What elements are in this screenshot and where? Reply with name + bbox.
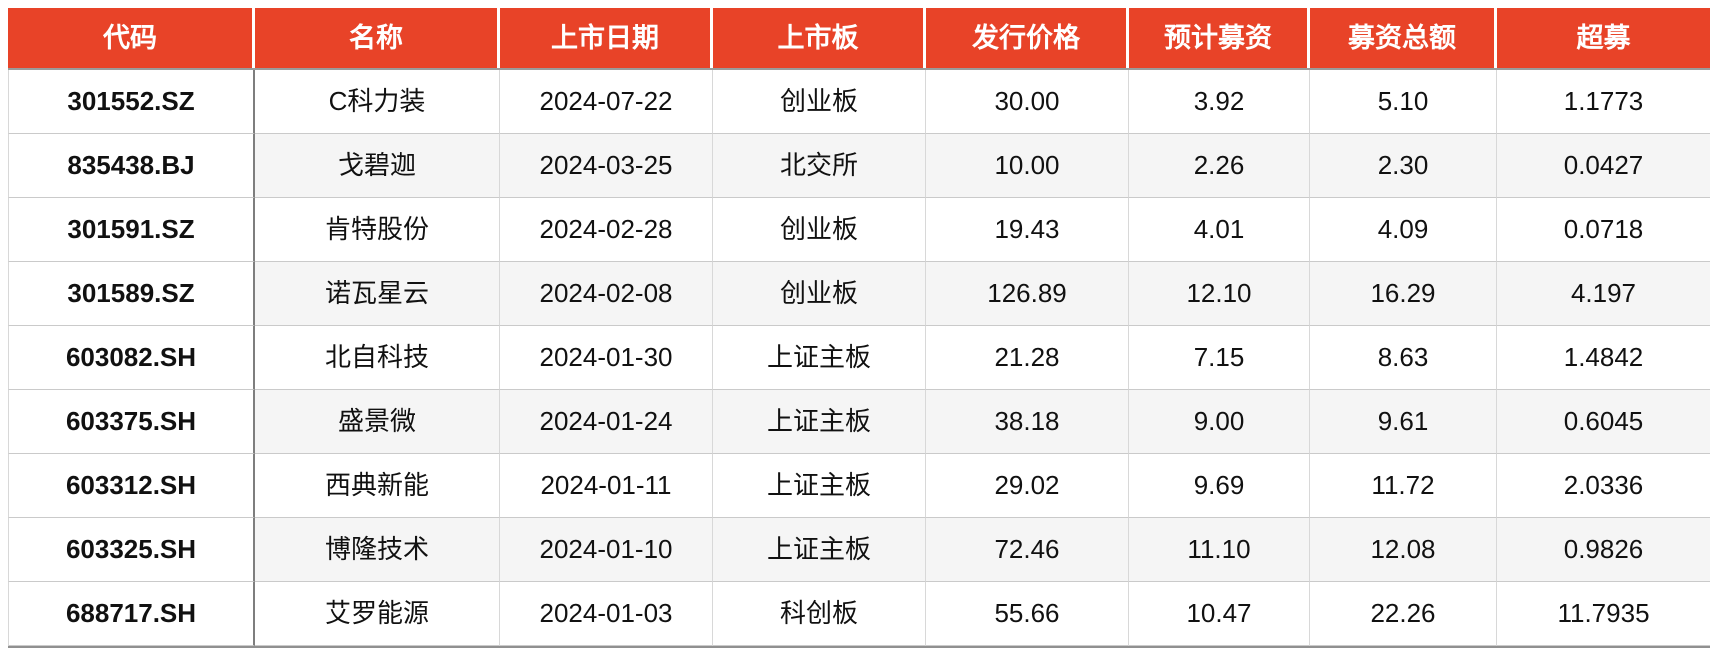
cell-est_raise: 3.92 — [1129, 70, 1310, 134]
cell-code: 835438.BJ — [8, 134, 255, 198]
cell-board: 创业板 — [713, 198, 926, 262]
ipo-table: 代码 名称 上市日期 上市板 发行价格 预计募资 募资总额 超募 301552.SZ C科力装 2… — [8, 8, 1710, 648]
cell-name: C科力装 — [255, 70, 500, 134]
cell-code: 301552.SZ — [8, 70, 255, 134]
cell-board: 科创板 — [713, 582, 926, 646]
table-header-row: 代码 名称 上市日期 上市板 发行价格 预计募资 募资总额 超募 — [8, 8, 1710, 70]
header-cell-over_raise: 超募 — [1497, 8, 1710, 68]
cell-list_date: 2024-03-25 — [500, 134, 713, 198]
cell-code: 603375.SH — [8, 390, 255, 454]
cell-code: 301589.SZ — [8, 262, 255, 326]
header-cell-total_raise: 募资总额 — [1310, 8, 1497, 68]
cell-list_date: 2024-01-30 — [500, 326, 713, 390]
cell-issue_price: 30.00 — [926, 70, 1129, 134]
cell-name: 诺瓦星云 — [255, 262, 500, 326]
cell-name: 西典新能 — [255, 454, 500, 518]
cell-list_date: 2024-02-28 — [500, 198, 713, 262]
cell-board: 创业板 — [713, 262, 926, 326]
cell-code: 688717.SH — [8, 582, 255, 646]
cell-code: 603325.SH — [8, 518, 255, 582]
cell-list_date: 2024-01-03 — [500, 582, 713, 646]
cell-issue_price: 72.46 — [926, 518, 1129, 582]
cell-est_raise: 2.26 — [1129, 134, 1310, 198]
cell-total_raise: 8.63 — [1310, 326, 1497, 390]
cell-list_date: 2024-01-11 — [500, 454, 713, 518]
table-body: 301552.SZ C科力装 2024-07-22 创业板 30.00 3.92 5.10 1… — [8, 70, 1710, 646]
cell-list_date: 2024-07-22 — [500, 70, 713, 134]
cell-name: 肯特股份 — [255, 198, 500, 262]
cell-total_raise: 5.10 — [1310, 70, 1497, 134]
table-row: 603312.SH 西典新能 2024-01-11 上证主板 29.02 9.69 11.7… — [8, 454, 1710, 518]
cell-over_raise: 0.9826 — [1497, 518, 1710, 582]
cell-over_raise: 1.1773 — [1497, 70, 1710, 134]
cell-issue_price: 55.66 — [926, 582, 1129, 646]
cell-total_raise: 11.72 — [1310, 454, 1497, 518]
cell-name: 博隆技术 — [255, 518, 500, 582]
table-row: 301552.SZ C科力装 2024-07-22 创业板 30.00 3.92 5.10 1… — [8, 70, 1710, 134]
table-row: 301591.SZ 肯特股份 2024-02-28 创业板 19.43 4.01 4.09 0… — [8, 198, 1710, 262]
header-cell-est_raise: 预计募资 — [1129, 8, 1310, 68]
cell-list_date: 2024-01-24 — [500, 390, 713, 454]
header-cell-name: 名称 — [255, 8, 500, 68]
cell-over_raise: 0.0427 — [1497, 134, 1710, 198]
cell-code: 603312.SH — [8, 454, 255, 518]
table-row: 688717.SH 艾罗能源 2024-01-03 科创板 55.66 10.47 22.2… — [8, 582, 1710, 646]
cell-code: 603082.SH — [8, 326, 255, 390]
cell-issue_price: 29.02 — [926, 454, 1129, 518]
table-row: 603325.SH 博隆技术 2024-01-10 上证主板 72.46 11.10 12.… — [8, 518, 1710, 582]
cell-total_raise: 9.61 — [1310, 390, 1497, 454]
cell-board: 上证主板 — [713, 454, 926, 518]
cell-over_raise: 11.7935 — [1497, 582, 1710, 646]
header-cell-issue_price: 发行价格 — [926, 8, 1129, 68]
cell-over_raise: 0.0718 — [1497, 198, 1710, 262]
cell-list_date: 2024-02-08 — [500, 262, 713, 326]
header-cell-board: 上市板 — [713, 8, 926, 68]
cell-code: 301591.SZ — [8, 198, 255, 262]
cell-board: 上证主板 — [713, 390, 926, 454]
cell-issue_price: 21.28 — [926, 326, 1129, 390]
cell-total_raise: 4.09 — [1310, 198, 1497, 262]
cell-total_raise: 16.29 — [1310, 262, 1497, 326]
table-row: 603082.SH 北自科技 2024-01-30 上证主板 21.28 7.15 8.63… — [8, 326, 1710, 390]
cell-over_raise: 0.6045 — [1497, 390, 1710, 454]
cell-est_raise: 9.69 — [1129, 454, 1310, 518]
cell-est_raise: 11.10 — [1129, 518, 1310, 582]
cell-total_raise: 2.30 — [1310, 134, 1497, 198]
cell-issue_price: 10.00 — [926, 134, 1129, 198]
cell-over_raise: 1.4842 — [1497, 326, 1710, 390]
cell-est_raise: 4.01 — [1129, 198, 1310, 262]
table-row: 603375.SH 盛景微 2024-01-24 上证主板 38.18 9.00 9.61 0… — [8, 390, 1710, 454]
cell-est_raise: 7.15 — [1129, 326, 1310, 390]
cell-over_raise: 2.0336 — [1497, 454, 1710, 518]
cell-est_raise: 12.10 — [1129, 262, 1310, 326]
cell-board: 创业板 — [713, 70, 926, 134]
cell-est_raise: 9.00 — [1129, 390, 1310, 454]
cell-name: 北自科技 — [255, 326, 500, 390]
cell-name: 艾罗能源 — [255, 582, 500, 646]
cell-board: 北交所 — [713, 134, 926, 198]
cell-total_raise: 12.08 — [1310, 518, 1497, 582]
cell-board: 上证主板 — [713, 518, 926, 582]
header-cell-code: 代码 — [8, 8, 255, 68]
header-cell-list_date: 上市日期 — [500, 8, 713, 68]
cell-issue_price: 126.89 — [926, 262, 1129, 326]
cell-issue_price: 19.43 — [926, 198, 1129, 262]
cell-name: 戈碧迦 — [255, 134, 500, 198]
cell-total_raise: 22.26 — [1310, 582, 1497, 646]
cell-issue_price: 38.18 — [926, 390, 1129, 454]
table-row: 835438.BJ 戈碧迦 2024-03-25 北交所 10.00 2.26 2.30 0.… — [8, 134, 1710, 198]
cell-board: 上证主板 — [713, 326, 926, 390]
cell-list_date: 2024-01-10 — [500, 518, 713, 582]
cell-over_raise: 4.197 — [1497, 262, 1710, 326]
table-row: 301589.SZ 诺瓦星云 2024-02-08 创业板 126.89 12.10 16.… — [8, 262, 1710, 326]
cell-est_raise: 10.47 — [1129, 582, 1310, 646]
cell-name: 盛景微 — [255, 390, 500, 454]
